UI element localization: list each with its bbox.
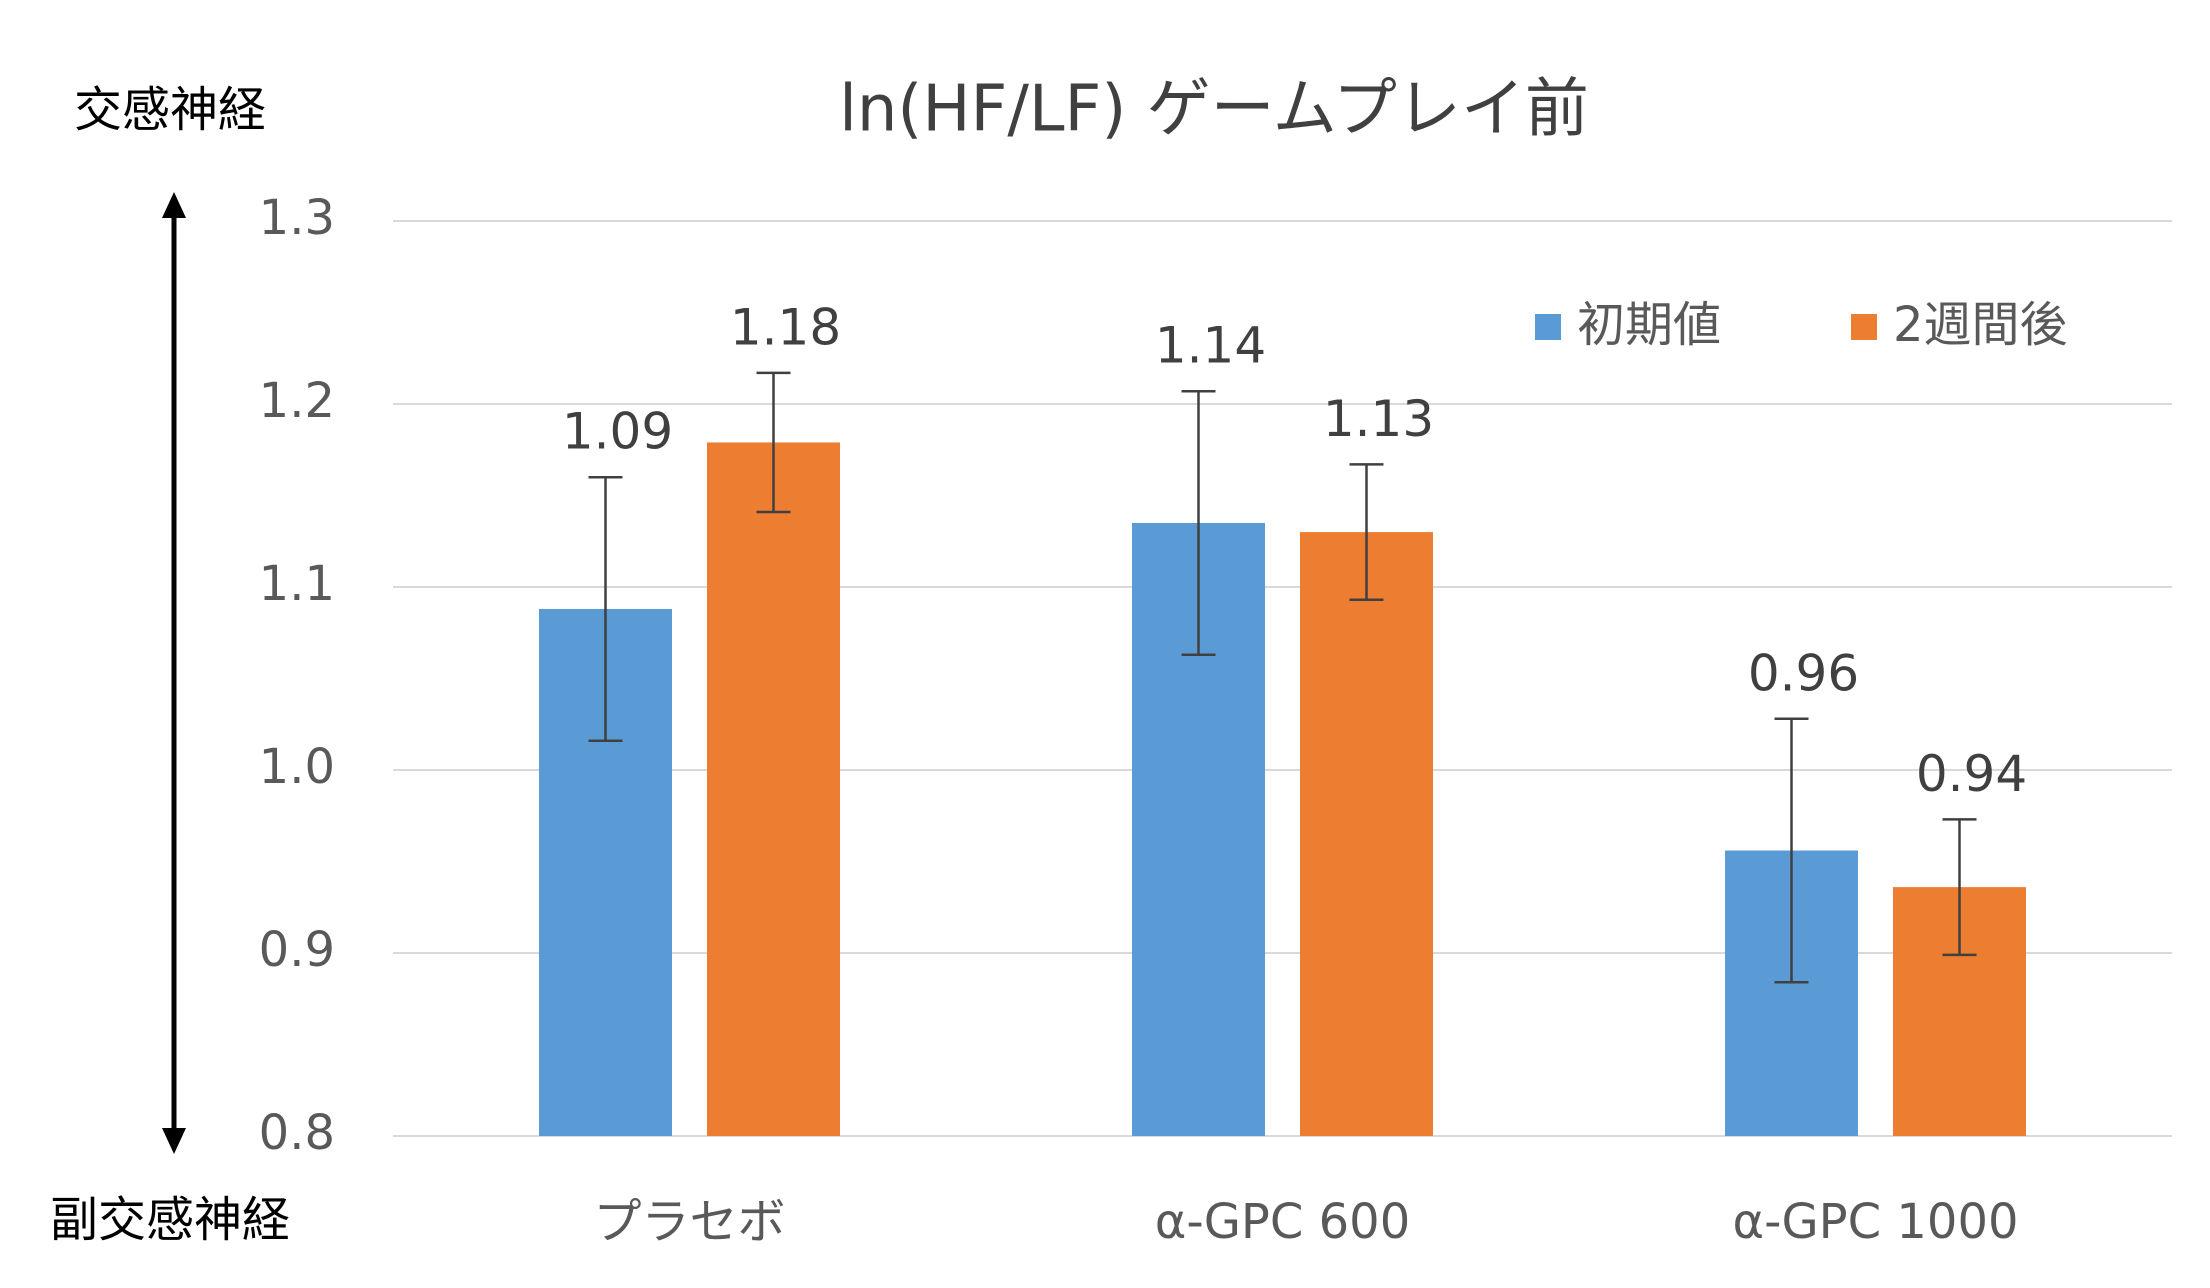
y-tick-label: 1.2	[259, 373, 335, 429]
legend-label: 初期値	[1577, 297, 1721, 353]
error-bar	[1774, 717, 1809, 984]
error-bar	[1349, 463, 1384, 602]
x-tick-label: α-GPC 1000	[1732, 1194, 2018, 1250]
legend-label: 2週間後	[1893, 297, 2068, 353]
data-label: 0.94	[1916, 745, 2027, 803]
chart-title: ln(HF/LF) ゲームプレイ前	[839, 73, 1589, 147]
bar	[707, 442, 840, 1136]
y-tick-label: 1.1	[259, 556, 335, 612]
error-bar	[1181, 389, 1216, 656]
annotation: 交感神経	[74, 82, 266, 138]
data-label: 0.96	[1748, 644, 1859, 702]
y-tick-label: 0.9	[259, 922, 335, 978]
arrow-head	[162, 1128, 186, 1154]
error-bar	[1942, 818, 1977, 957]
data-label: 1.14	[1155, 317, 1266, 375]
error-bar	[756, 371, 791, 514]
bar	[1300, 532, 1433, 1136]
annotation: 副交感神経	[50, 1192, 290, 1248]
data-label: 1.09	[562, 403, 673, 461]
y-tick-label: 1.3	[259, 190, 335, 246]
x-tick-label: プラセボ	[593, 1194, 785, 1250]
arrow-head	[162, 192, 186, 218]
y-tick-label: 1.0	[259, 739, 335, 795]
x-tick-label: α-GPC 600	[1155, 1194, 1411, 1250]
error-bar	[588, 475, 623, 742]
legend-swatch	[1851, 314, 1877, 340]
data-label: 1.13	[1323, 390, 1434, 448]
legend-swatch	[1535, 314, 1561, 340]
data-label: 1.18	[730, 298, 841, 356]
y-tick-label: 0.8	[259, 1105, 335, 1161]
